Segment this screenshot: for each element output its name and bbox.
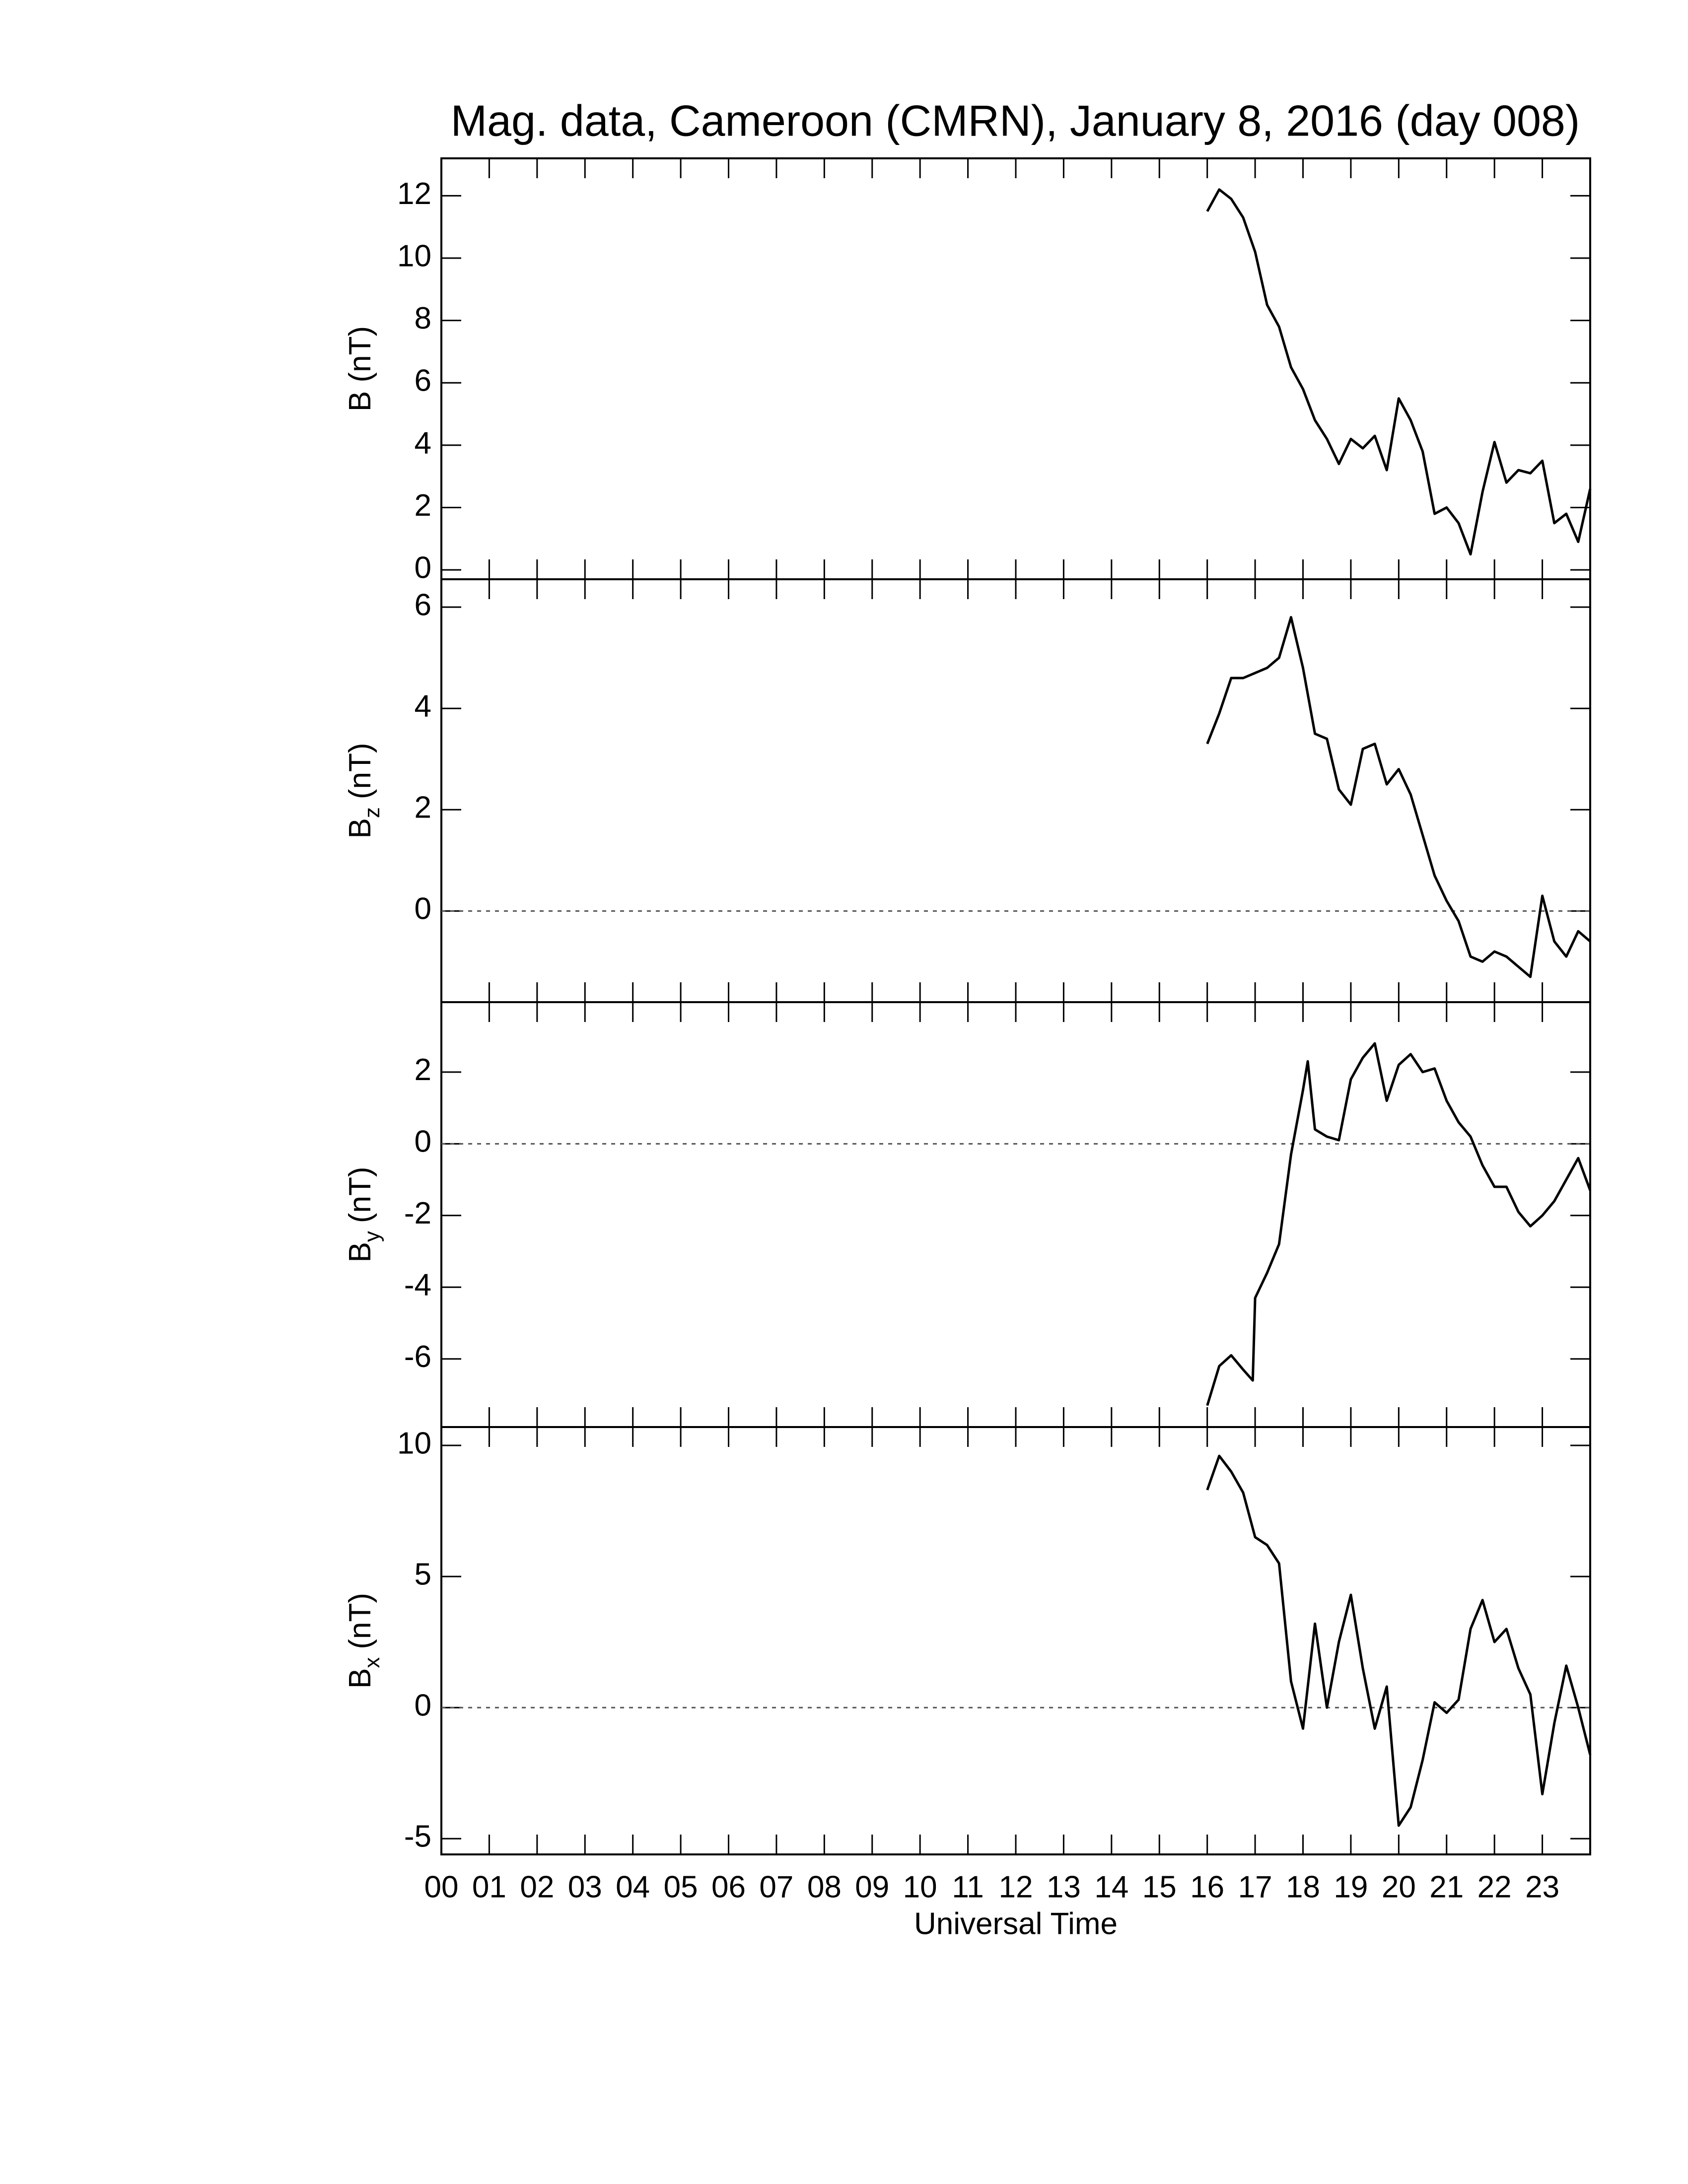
y-tick-label: 5 <box>415 1557 431 1591</box>
y-tick-label: 6 <box>415 588 431 622</box>
data-line <box>1206 1454 1592 1827</box>
x-tick-label: 15 <box>1142 1870 1177 1904</box>
y-tick-label: -4 <box>404 1268 431 1302</box>
x-tick-label: 23 <box>1525 1870 1559 1904</box>
x-axis-label: Universal Time <box>914 1907 1118 1941</box>
y-tick-label: 10 <box>397 1426 431 1460</box>
x-tick-label: 06 <box>711 1870 746 1904</box>
x-tick-label: 16 <box>1190 1870 1224 1904</box>
y-tick-label: 0 <box>415 551 431 585</box>
y-tick-label: 12 <box>397 177 431 211</box>
y-tick-label: -6 <box>404 1340 431 1374</box>
y-tick-label: 0 <box>415 892 431 926</box>
y-label-main: B <box>343 1668 377 1689</box>
y-tick-label: -2 <box>404 1196 431 1230</box>
y-label-sub: x <box>360 1657 384 1668</box>
y-tick-label: 2 <box>415 488 431 523</box>
x-tick-label: 01 <box>472 1870 506 1904</box>
chart-title: Mag. data, Cameroon (CMRN), January 8, 2… <box>451 96 1580 145</box>
x-tick-label: 22 <box>1477 1870 1512 1904</box>
y-tick-label: 2 <box>415 1053 431 1087</box>
x-tick-label: 04 <box>616 1870 650 1904</box>
y-label-main: B (nT) <box>343 326 377 411</box>
data-line <box>1206 1042 1592 1406</box>
x-tick-label: 03 <box>568 1870 602 1904</box>
x-tick-label: 18 <box>1286 1870 1320 1904</box>
y-label-unit: (nT) <box>343 743 377 799</box>
y-tick-label: 4 <box>415 426 431 460</box>
x-tick-label: 20 <box>1382 1870 1416 1904</box>
x-tick-label: 00 <box>424 1870 459 1904</box>
x-tick-label: 08 <box>807 1870 842 1904</box>
y-label-main: B <box>343 1242 377 1262</box>
x-tick-label: 05 <box>664 1870 698 1904</box>
x-tick-label: 11 <box>952 1870 984 1904</box>
y-label-main: B <box>343 818 377 838</box>
y-axis-label: By (nT) <box>343 1166 384 1262</box>
y-label-unit: (nT) <box>343 1166 377 1223</box>
x-tick-label: 13 <box>1047 1870 1081 1904</box>
y-label-sub: y <box>360 1231 384 1242</box>
y-tick-label: 10 <box>397 239 431 273</box>
x-tick-label: 09 <box>855 1870 889 1904</box>
y-axis-label: B (nT) <box>343 326 377 411</box>
x-tick-label: 21 <box>1429 1870 1464 1904</box>
y-tick-label: -5 <box>404 1820 431 1854</box>
x-tick-label: 12 <box>999 1870 1033 1904</box>
x-tick-label: 17 <box>1238 1870 1272 1904</box>
y-tick-label: 2 <box>415 791 431 825</box>
x-tick-label: 02 <box>520 1870 554 1904</box>
y-axis-label: Bx (nT) <box>343 1593 384 1689</box>
x-tick-label: 10 <box>903 1870 937 1904</box>
y-tick-label: 4 <box>415 689 431 724</box>
y-tick-label: 8 <box>415 301 431 336</box>
y-tick-label: 0 <box>415 1689 431 1723</box>
y-axis-label: Bz (nT) <box>343 743 384 838</box>
data-line <box>1206 616 1591 978</box>
data-line <box>1206 188 1592 556</box>
y-tick-label: 6 <box>415 364 431 398</box>
x-tick-label: 14 <box>1094 1870 1128 1904</box>
y-tick-label: 0 <box>415 1125 431 1159</box>
x-tick-label: 07 <box>759 1870 793 1904</box>
y-label-sub: z <box>360 807 384 818</box>
y-label-unit: (nT) <box>343 1593 377 1649</box>
x-tick-label: 19 <box>1334 1870 1368 1904</box>
